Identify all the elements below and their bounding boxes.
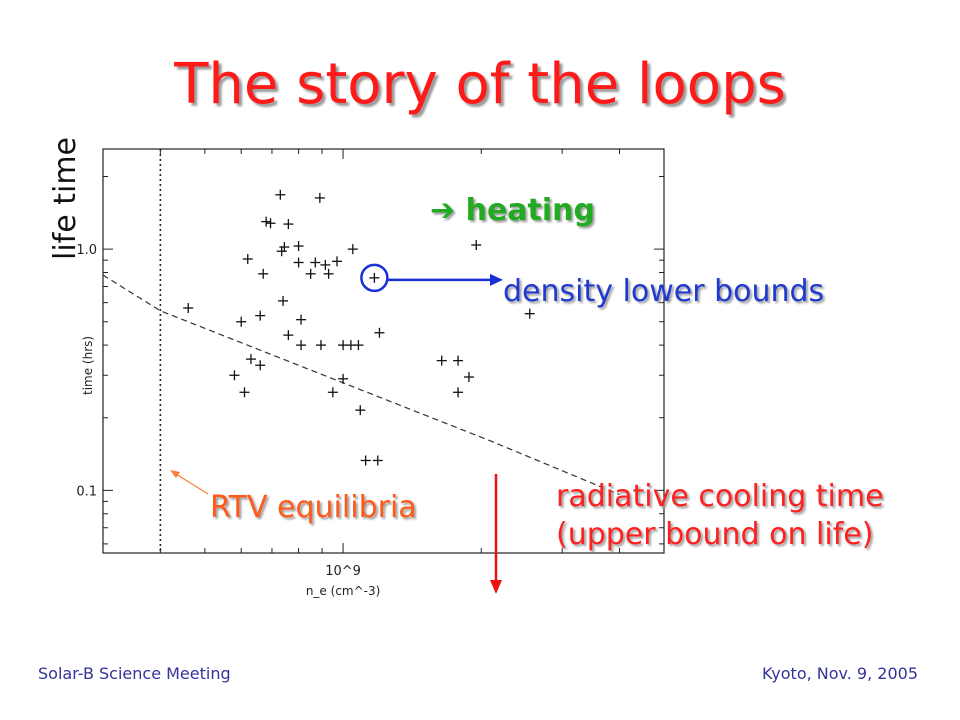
data-point (283, 330, 294, 341)
y-axis-label: time (hrs) (81, 336, 95, 395)
data-point (293, 257, 304, 268)
radiative-line-2: (upper bound on life) (556, 517, 874, 552)
data-point (236, 316, 247, 327)
data-point (275, 189, 286, 200)
data-point (347, 244, 358, 255)
rtv-arrow-head (170, 470, 180, 478)
data-point (338, 373, 349, 384)
data-point (360, 455, 371, 466)
data-point (245, 354, 256, 365)
data-point (258, 268, 269, 279)
radiative-arrow-head (490, 580, 502, 594)
data-point (453, 387, 464, 398)
radiative-cooling-annotation: radiative cooling time (upper bound on l… (556, 478, 884, 554)
data-point (242, 253, 253, 264)
data-point (229, 370, 240, 381)
data-point (323, 268, 334, 279)
highlight-circle (360, 263, 389, 293)
density-arrow-head (490, 273, 503, 286)
data-point (265, 218, 276, 229)
data-point (261, 216, 272, 227)
data-point (279, 242, 290, 253)
x-axis-label: n_e (cm^-3) (306, 584, 380, 598)
data-point (296, 340, 307, 351)
y-tick-label: 1.0 (76, 243, 97, 258)
data-point (372, 455, 383, 466)
rtv-arrow-line (175, 473, 209, 495)
cooling-time-line (102, 274, 620, 496)
data-point (353, 340, 364, 351)
data-point (283, 219, 294, 230)
data-point (239, 387, 250, 398)
y-tick-label: 0.1 (76, 484, 97, 499)
x-tick-label: 10^9 (325, 564, 361, 579)
data-point (332, 256, 343, 267)
slide-title: The story of the loops (174, 52, 786, 117)
data-point (471, 240, 482, 251)
data-point (276, 246, 287, 257)
plot-frame (102, 148, 665, 554)
data-points (183, 189, 535, 466)
data-point (278, 295, 289, 306)
data-point (524, 308, 535, 319)
rtv-equilibria-annotation: RTV equilibria (210, 490, 417, 525)
data-point (255, 360, 266, 371)
radiative-line-1: radiative cooling time (556, 479, 884, 514)
right-arrow-icon: ➔ (430, 193, 456, 228)
data-point (183, 303, 194, 314)
cooling-time-polyline (102, 274, 620, 496)
data-point (320, 259, 331, 270)
heating-text: heating (465, 193, 595, 228)
data-point (315, 340, 326, 351)
footer-date-location: Kyoto, Nov. 9, 2005 (761, 664, 918, 683)
data-point (310, 257, 321, 268)
data-point (369, 272, 380, 283)
data-point (327, 387, 338, 398)
data-point (293, 241, 304, 252)
annotations (170, 263, 503, 594)
data-point (463, 372, 474, 383)
density-lower-bounds-annotation: density lower bounds (503, 274, 825, 309)
data-point (255, 310, 266, 321)
data-point (314, 192, 325, 203)
footer-meeting: Solar-B Science Meeting (38, 664, 231, 683)
heating-annotation: ➔ heating (430, 193, 595, 228)
data-point (436, 355, 447, 366)
data-point (374, 327, 385, 338)
life-time-label: life time (48, 136, 83, 260)
data-point (296, 314, 307, 325)
data-point (305, 268, 316, 279)
data-point (355, 405, 366, 416)
data-point (453, 355, 464, 366)
plot-axes: 0.1 1.0 10^9 time (hrs) n_e (cm^-3) (76, 148, 665, 598)
